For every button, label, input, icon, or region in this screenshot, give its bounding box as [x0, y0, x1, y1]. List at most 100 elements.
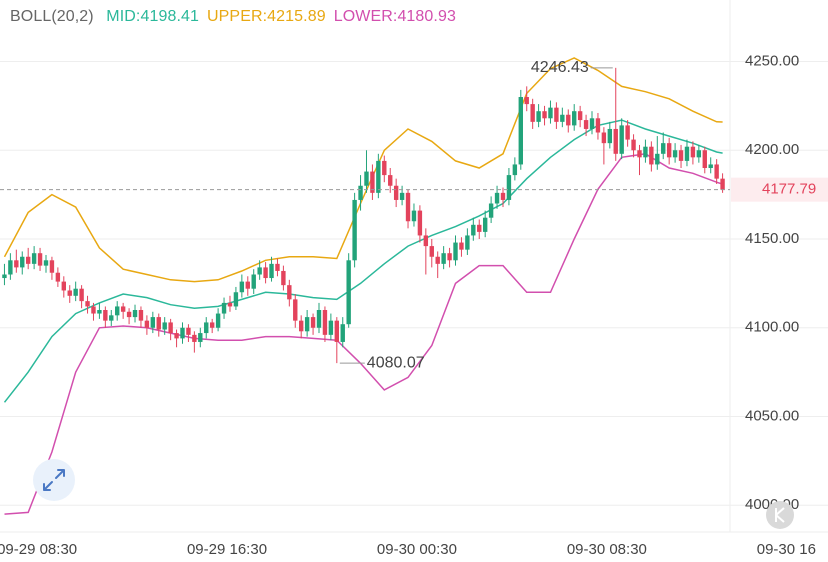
k-icon[interactable] [775, 507, 785, 523]
max-label: 4246.43 [531, 59, 589, 76]
candle-body [162, 322, 167, 330]
expand-circle[interactable] [33, 459, 75, 501]
current-price-label: 4177.79 [762, 181, 816, 198]
candle-body [655, 153, 660, 165]
candle-body [405, 192, 411, 222]
candle-body [494, 192, 500, 204]
candle-body [91, 306, 96, 314]
k-circle[interactable] [766, 501, 794, 529]
candle-body [447, 253, 452, 261]
grid [0, 61, 828, 506]
band-line [3, 119, 723, 403]
candle-body [126, 311, 132, 318]
candle-body [542, 111, 547, 119]
band-line [4, 153, 723, 515]
candle-body [150, 317, 156, 328]
candle-body [103, 310, 108, 321]
candle-body [287, 285, 292, 300]
candle-body [417, 210, 423, 236]
candle-body [453, 242, 458, 261]
candle-body [471, 224, 476, 236]
candle-body [310, 317, 316, 328]
candle-body [696, 150, 702, 158]
legend-name: LOWER [334, 8, 398, 25]
candle-body [382, 160, 387, 176]
candle-body [714, 164, 719, 179]
legend-entry: LOWER4180.93 [334, 8, 456, 25]
k-button[interactable] [766, 501, 794, 529]
candle-body [168, 322, 173, 334]
candle-body [399, 192, 405, 200]
candle-body [257, 267, 262, 275]
candle-body [530, 104, 535, 122]
candle-body [322, 310, 328, 335]
candle-body [583, 120, 589, 129]
candle-body [572, 111, 577, 126]
candle-body [661, 143, 666, 154]
bands [3, 57, 723, 515]
candle-body [649, 146, 654, 165]
candle-body [607, 128, 613, 144]
candle-body [79, 288, 84, 302]
candle-body [275, 263, 280, 271]
candle-body [251, 274, 256, 289]
candle-body [204, 322, 209, 334]
candle-body [186, 327, 191, 335]
candle-body [506, 175, 512, 200]
legend-value: 4180.93 [397, 8, 456, 25]
candle-body [429, 246, 434, 257]
candle-body [423, 235, 429, 247]
candle-body [548, 107, 553, 119]
candle-body [115, 306, 120, 316]
candles [2, 67, 725, 364]
legend-value: 4215.89 [267, 8, 326, 25]
candle-body [85, 301, 90, 307]
candle-body [364, 171, 369, 186]
y-tick-label: 4200.00 [745, 141, 799, 158]
candle-body [613, 128, 618, 154]
candle-body [174, 333, 179, 339]
candle-body [465, 235, 470, 250]
candle-body [180, 327, 185, 339]
candle-body [352, 199, 357, 261]
candle-body [293, 299, 298, 321]
candle-body [132, 310, 138, 318]
candle-body [625, 125, 630, 140]
candle-body [25, 256, 31, 264]
candle-body [192, 334, 197, 342]
candle-body [233, 292, 239, 307]
candle-body [215, 313, 221, 328]
indicator-header: BOLL(20,2) MID4198.41UPPER4215.89LOWER41… [10, 8, 464, 26]
candle-body [684, 146, 690, 161]
legend-name: UPPER [207, 8, 267, 25]
candle-body [376, 160, 381, 193]
candle-body [702, 150, 707, 168]
expand-button[interactable] [33, 459, 75, 501]
candle-body [441, 253, 446, 264]
legend-name: MID [106, 8, 140, 25]
candle-body [388, 175, 393, 186]
candle-body [263, 267, 268, 279]
y-tick-label: 4100.00 [745, 319, 799, 336]
x-tick-label: 09-30 16 [757, 541, 816, 558]
candle-body [720, 178, 725, 190]
candle-body [637, 150, 642, 158]
candle-body [61, 281, 67, 291]
candle-body [43, 260, 49, 266]
candle-body [678, 150, 684, 161]
candle-body [328, 320, 334, 335]
legend-value: 4198.41 [140, 8, 199, 25]
candle-body [358, 185, 363, 200]
candle-body [221, 302, 227, 314]
candle-body [73, 288, 78, 296]
candle-body [500, 192, 506, 200]
candle-body [482, 217, 488, 232]
candle-body [488, 203, 494, 218]
expand-icon[interactable] [43, 469, 65, 491]
legend-entry: MID4198.41 [106, 8, 199, 25]
candle-body [411, 210, 417, 222]
candle-body [8, 260, 13, 275]
candle-body [666, 143, 672, 158]
